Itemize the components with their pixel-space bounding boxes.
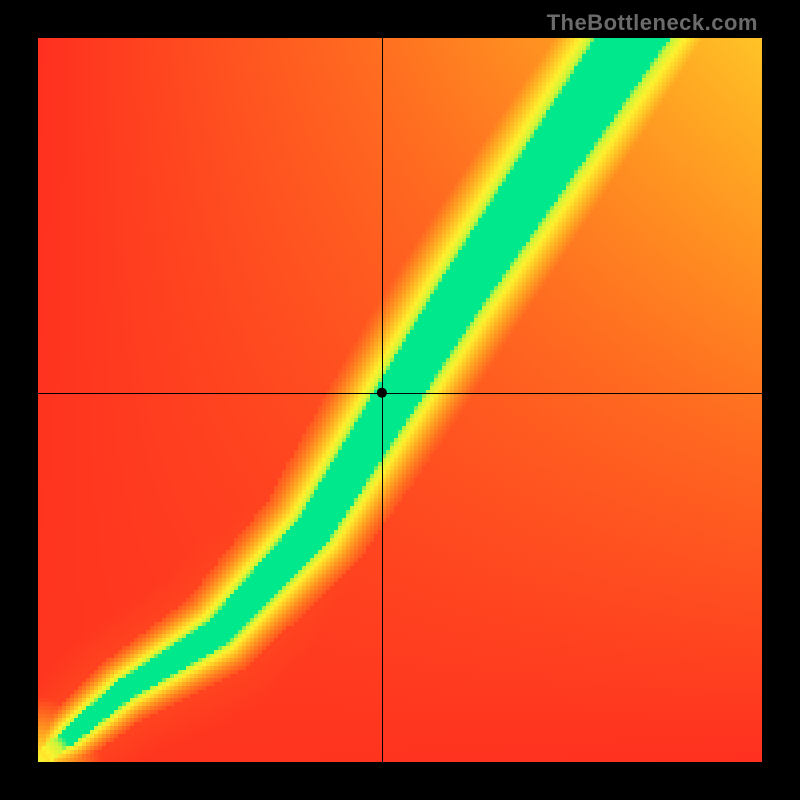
watermark-text: TheBottleneck.com (547, 10, 758, 36)
bottleneck-heatmap (0, 0, 800, 800)
stage: TheBottleneck.com (0, 0, 800, 800)
